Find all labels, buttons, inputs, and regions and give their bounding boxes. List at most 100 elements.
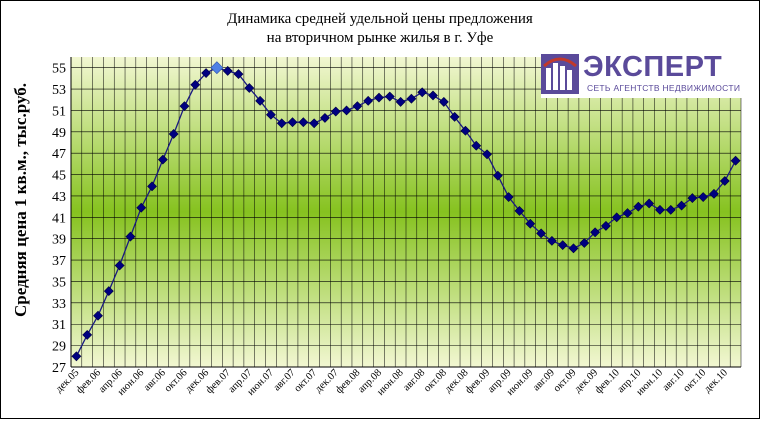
x-tick-label: фев.08 — [334, 367, 363, 396]
data-point — [395, 96, 406, 107]
chart-title-line-2: на вторичном рынке жилья в г. Уфе — [266, 30, 494, 46]
data-point — [687, 193, 698, 204]
data-point — [568, 243, 579, 254]
data-point — [698, 192, 709, 202]
chart-title-line-1: Динамика средней удельной цены предложен… — [227, 11, 533, 27]
data-point — [514, 206, 525, 216]
building-logo-icon — [541, 54, 579, 94]
data-point — [298, 117, 309, 128]
x-tick-label: авг.07 — [272, 367, 298, 393]
data-point — [157, 154, 168, 165]
x-tick-label: авг.09 — [531, 367, 557, 393]
data-point — [579, 238, 590, 248]
data-point — [471, 140, 482, 151]
peak-data-point — [210, 61, 224, 75]
data-point — [233, 69, 244, 80]
data-point — [93, 310, 103, 321]
data-point — [676, 200, 687, 211]
y-tick-label: 37 — [52, 254, 66, 269]
x-tick-label: авг.10 — [661, 367, 687, 393]
data-point — [374, 92, 384, 103]
data-point — [633, 201, 644, 212]
data-point — [546, 235, 557, 246]
y-tick-label: 33 — [52, 297, 66, 312]
data-point — [103, 286, 114, 297]
data-point — [600, 220, 611, 231]
data-point — [492, 170, 503, 181]
data-point — [341, 105, 352, 116]
x-tick-labels: дек.05фев.06апр.06июн.06авг.06окт.06дек.… — [54, 367, 730, 398]
data-point — [460, 125, 471, 136]
y-tick-label: 53 — [52, 83, 66, 98]
y-tick-label: 41 — [52, 211, 66, 226]
data-point — [730, 155, 741, 166]
x-tick-label: дек.10 — [702, 367, 730, 395]
vertical-gridlines — [70, 57, 742, 367]
data-point — [503, 192, 514, 202]
data-point — [428, 90, 438, 101]
data-point — [222, 65, 233, 76]
data-point — [168, 129, 179, 139]
data-point — [179, 101, 190, 112]
data-point — [147, 181, 157, 192]
data-point — [255, 95, 266, 106]
data-point — [719, 176, 730, 186]
data-point — [438, 96, 449, 107]
data-point — [330, 106, 341, 117]
y-tick-label: 39 — [52, 233, 66, 248]
data-point — [482, 149, 492, 160]
data-point — [406, 93, 417, 104]
data-point — [125, 231, 136, 242]
y-tick-label: 45 — [52, 169, 66, 184]
data-point — [276, 118, 287, 129]
x-tick-label: авг.06 — [142, 367, 168, 393]
y-tick-label: 29 — [52, 340, 66, 355]
data-point — [320, 113, 330, 123]
chart-title: Динамика средней удельной цены предложен… — [150, 10, 610, 48]
logo-wordmark: ЭКСПЕРТ — [583, 51, 723, 83]
y-tick-label: 47 — [52, 147, 66, 162]
y-tick-label: 27 — [52, 361, 66, 376]
data-point — [655, 204, 665, 215]
y-tick-label: 43 — [52, 190, 66, 205]
data-point — [622, 208, 633, 218]
y-tick-label: 55 — [52, 62, 66, 77]
x-tick-label: фев.06 — [74, 367, 103, 396]
data-point — [536, 228, 547, 239]
series-markers — [71, 61, 741, 362]
data-point — [352, 101, 363, 112]
expert-logo: ЭКСПЕРТ СЕТЬ АГЕНТСТВ НЕДВИЖИМОСТИ — [541, 51, 746, 98]
x-tick-label: авг.08 — [401, 367, 427, 393]
x-tick-label: фев.10 — [593, 367, 622, 396]
y-tick-label: 51 — [52, 104, 66, 119]
logo-subtitle: СЕТЬ АГЕНТСТВ НЕДВИЖИМОСТИ — [587, 83, 741, 93]
data-point — [201, 68, 212, 78]
data-point — [82, 330, 93, 340]
data-point — [557, 240, 568, 251]
data-point — [384, 91, 395, 102]
data-point — [644, 198, 655, 209]
data-point — [525, 218, 536, 229]
data-point — [665, 204, 676, 215]
data-point — [190, 79, 201, 90]
x-tick-label: фев.07 — [204, 367, 233, 396]
data-point — [363, 95, 374, 106]
x-tick-label: фев.09 — [463, 367, 492, 396]
data-point — [114, 260, 125, 271]
y-tick-label: 35 — [52, 275, 66, 290]
data-point — [590, 227, 601, 238]
y-tick-label: 31 — [52, 318, 66, 333]
data-point — [611, 212, 622, 223]
data-point — [244, 83, 255, 93]
data-point — [287, 117, 298, 128]
data-point — [265, 109, 276, 120]
data-point — [71, 351, 82, 362]
y-tick-label: 49 — [52, 126, 66, 141]
data-point — [449, 111, 460, 122]
data-point — [309, 118, 320, 129]
data-point — [136, 202, 147, 213]
data-point — [417, 87, 428, 98]
data-point — [709, 188, 719, 199]
